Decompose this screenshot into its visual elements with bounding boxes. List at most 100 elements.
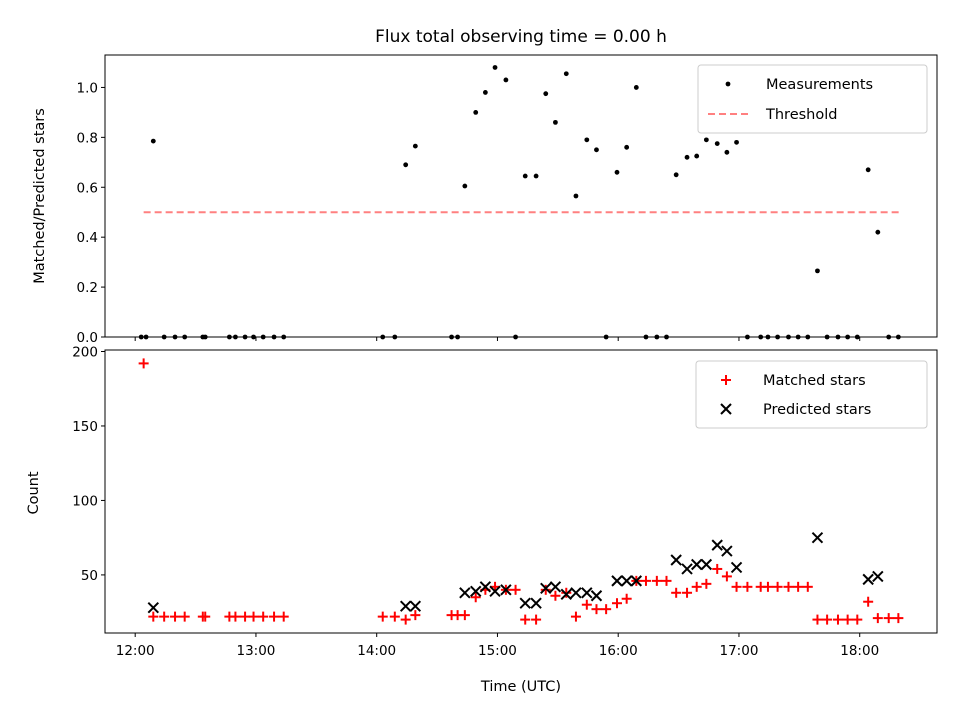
matched-star-marker (893, 613, 904, 624)
count-legend: Matched stars Predicted stars (695, 360, 928, 429)
predicted-star-stroke (721, 545, 733, 557)
legend-predicted-marker (720, 403, 732, 415)
measurement-point (684, 154, 690, 160)
measurement-point (473, 109, 479, 115)
matched-star-marker (248, 611, 259, 622)
legend-matched-marker (721, 375, 731, 385)
count-y-tick-label: 100 (72, 493, 98, 509)
measurement-point (673, 172, 679, 178)
measurement-point (614, 169, 620, 175)
ratio-y-tick-label: 0.6 (77, 180, 98, 196)
count-y-axis: 50 100 150 200 (72, 344, 105, 584)
matched-star-marker (148, 611, 159, 622)
count-y-axis-label: Count (26, 471, 42, 514)
matched-star-marker (651, 575, 662, 586)
predicted-star-marker (479, 581, 492, 593)
count-x-tick-label: 13:00 (236, 643, 275, 659)
matched-star-marker (701, 578, 712, 589)
measurement-point (714, 141, 720, 146)
matched-star-marker (772, 581, 783, 592)
predicted-star-stroke (549, 581, 562, 593)
predicted-star-marker (611, 575, 623, 587)
count-y-tick-label: 50 (81, 568, 98, 584)
predicted-star-stroke (872, 570, 884, 583)
ratio-y-tick-label: 0.4 (77, 230, 98, 246)
predicted-star-marker (590, 590, 603, 602)
matched-star-marker (410, 610, 421, 621)
predicted-star-marker (711, 539, 723, 551)
matched-star-marker (377, 611, 388, 622)
predicted-star-stroke (670, 554, 682, 566)
ratio-y-tick-label: 0.8 (77, 130, 98, 146)
matched-star-marker (531, 614, 542, 625)
matched-star-marker (731, 581, 742, 592)
measurement-point (624, 144, 630, 150)
matched-star-marker (400, 614, 411, 625)
predicted-star-marker (147, 601, 160, 614)
count-x-axis-label: Time (UTC) (480, 679, 561, 695)
predicted-star-marker (690, 558, 703, 571)
predicted-star-stroke (479, 581, 492, 593)
predicted-star-stroke (399, 600, 412, 612)
matched-star-marker (230, 611, 241, 622)
count-x-tick-label: 14:00 (357, 643, 396, 659)
matched-star-marker (389, 611, 400, 622)
ratio-y-tick-label: 1.0 (77, 80, 98, 96)
predicted-star-stroke (459, 587, 471, 599)
matched-star-marker (852, 614, 863, 625)
predicted-star-stroke (611, 575, 623, 587)
measurement-point (553, 119, 558, 125)
ratio-legend: Measurements Threshold (697, 64, 928, 134)
measurement-point (865, 167, 871, 173)
measurement-point (412, 143, 418, 149)
matched-star-marker (179, 611, 190, 622)
matched-star-marker (842, 614, 853, 625)
measurement-point (594, 147, 599, 153)
matched-star-marker (721, 571, 732, 582)
predicted-star-marker (560, 588, 572, 600)
ratio-axes-frame (104, 54, 938, 338)
predicted-star-marker (811, 531, 824, 544)
measurement-point (734, 139, 739, 145)
predicted-star-stroke (560, 588, 572, 600)
count-axes-frame (104, 349, 938, 634)
legend-predicted-label: Predicted stars (763, 402, 871, 418)
predicted-star-marker (500, 584, 512, 596)
matched-star-marker (258, 611, 269, 622)
predicted-star-marker (570, 587, 582, 599)
matched-star-marker (621, 593, 632, 604)
matched-star-marker (591, 604, 602, 615)
matched-star-marker (640, 575, 651, 586)
measurement-point (573, 193, 579, 199)
count-x-tick-label: 17:00 (720, 643, 759, 659)
count-y-tick-label: 200 (72, 344, 98, 360)
measurement-point (703, 137, 709, 143)
predicted-star-stroke (489, 585, 501, 598)
count-x-tick-label: 18:00 (840, 643, 879, 659)
predicted-star-stroke (620, 575, 633, 587)
predicted-star-marker (630, 575, 643, 587)
predicted-star-marker (530, 597, 542, 609)
matched-star-marker (612, 598, 622, 609)
ratio-x-ticks (134, 337, 861, 341)
matched-star-marker (540, 584, 551, 595)
legend-threshold-label: Threshold (765, 107, 837, 123)
matched-star-marker (832, 614, 843, 625)
predicted-star-stroke (409, 600, 422, 612)
matched-star-marker (822, 614, 833, 625)
predicted-star-stroke (730, 561, 743, 574)
predicted-star-marker (409, 600, 422, 612)
matched-star-marker (712, 563, 723, 574)
matched-star-marker (762, 581, 773, 592)
matched-star-marker (812, 614, 823, 625)
matched-star-marker (159, 611, 170, 622)
chart-title: Flux total observing time = 0.00 h (375, 27, 667, 47)
legend-measurements-marker (725, 81, 731, 87)
matched-star-marker (601, 604, 612, 615)
predicted-star-stroke (681, 563, 693, 575)
ratio-y-tick-label: 0.2 (77, 280, 98, 296)
predicted-star-stroke (811, 531, 824, 544)
matched-star-marker (550, 590, 561, 601)
matched-star-marker (682, 587, 693, 598)
matched-star-marker (520, 614, 531, 625)
